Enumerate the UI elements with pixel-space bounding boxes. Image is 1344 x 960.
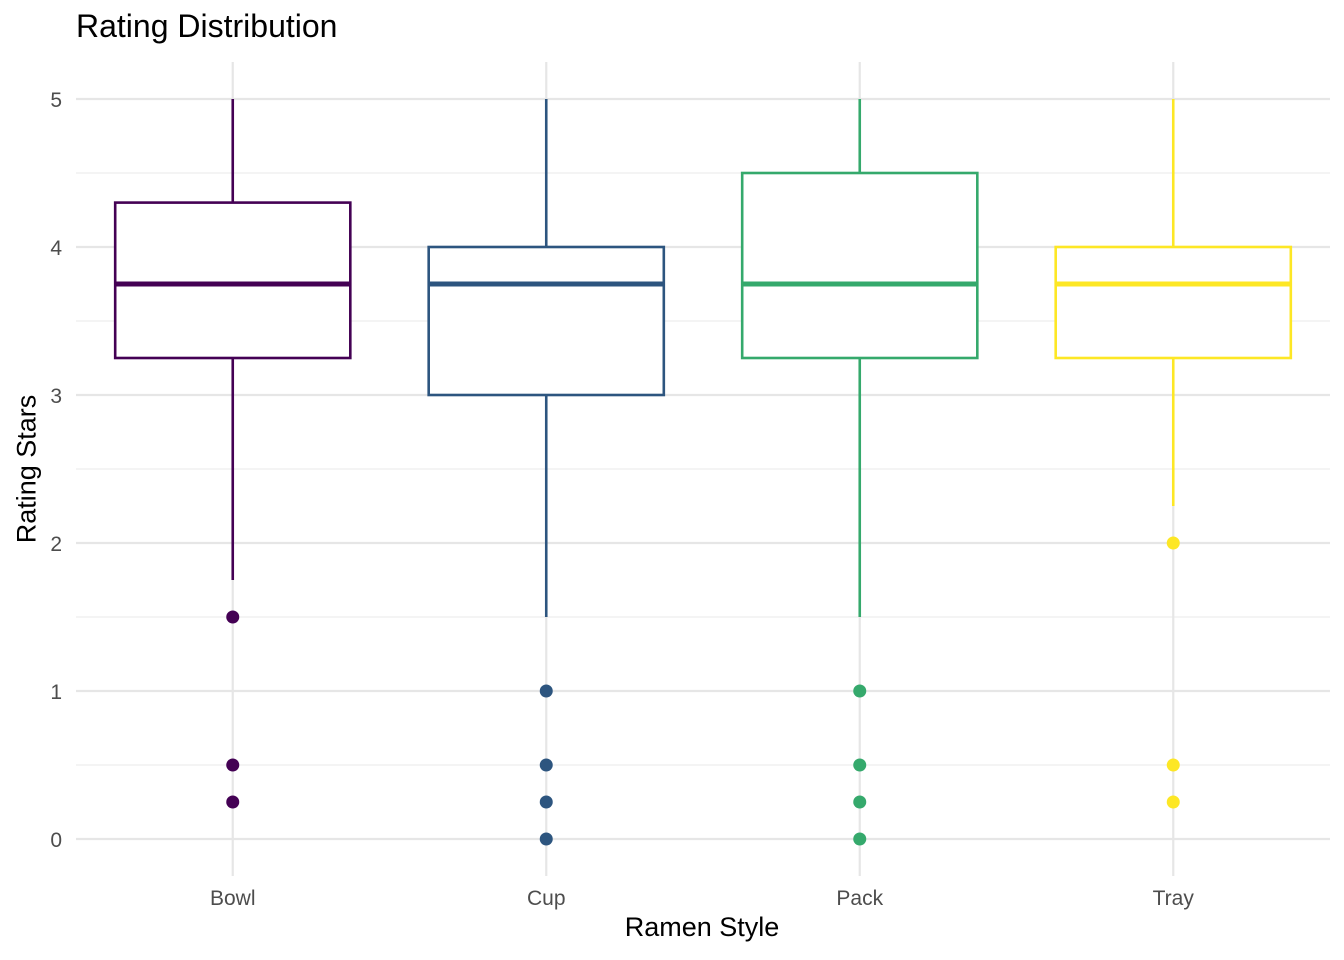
outlier-point	[226, 758, 240, 772]
outlier-point	[1166, 758, 1180, 772]
y-tick-label: 3	[50, 385, 62, 408]
outlier-point	[226, 795, 240, 809]
y-tick-labels: 0 1 2 3 4 5	[50, 89, 62, 852]
iqr-box	[1054, 245, 1293, 360]
outlier-point	[853, 795, 867, 809]
outlier-point	[539, 758, 553, 772]
y-tick-label: 5	[50, 89, 62, 112]
box-cup	[427, 99, 666, 846]
outlier-point	[1166, 536, 1180, 550]
iqr-box	[113, 201, 352, 360]
box-pack	[740, 99, 979, 846]
iqr-box	[740, 171, 979, 360]
y-axis-title: Rating Stars	[11, 394, 42, 544]
outlier-point	[539, 795, 553, 809]
x-tick-label: Pack	[836, 887, 883, 910]
chart-title: Rating Distribution	[76, 8, 338, 44]
outlier-point	[539, 684, 553, 698]
y-tick-label: 0	[50, 829, 62, 852]
box-bowl	[113, 99, 352, 809]
outlier-point	[1166, 795, 1180, 809]
box-tray	[1054, 99, 1293, 809]
x-axis-title: Ramen Style	[624, 912, 780, 942]
x-tick-labels: Bowl Cup Pack Tray	[210, 887, 1194, 910]
outlier-point	[226, 610, 240, 624]
outlier-point	[853, 684, 867, 698]
iqr-box	[427, 245, 666, 397]
y-tick-label: 2	[50, 533, 62, 556]
box-series	[113, 99, 1293, 846]
x-tick-label: Bowl	[210, 887, 256, 910]
x-tick-label: Tray	[1153, 887, 1195, 910]
outlier-point	[539, 832, 553, 846]
y-tick-label: 1	[50, 681, 62, 704]
outlier-point	[853, 832, 867, 846]
x-tick-label: Cup	[527, 887, 566, 910]
outlier-point	[853, 758, 867, 772]
y-tick-label: 4	[50, 237, 62, 260]
